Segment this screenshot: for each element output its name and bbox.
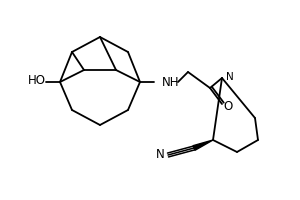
Text: NH: NH	[162, 75, 179, 88]
Polygon shape	[193, 140, 213, 150]
Text: N: N	[156, 148, 164, 160]
Text: O: O	[224, 99, 232, 112]
Text: HO: HO	[28, 74, 46, 88]
Text: N: N	[226, 72, 234, 82]
